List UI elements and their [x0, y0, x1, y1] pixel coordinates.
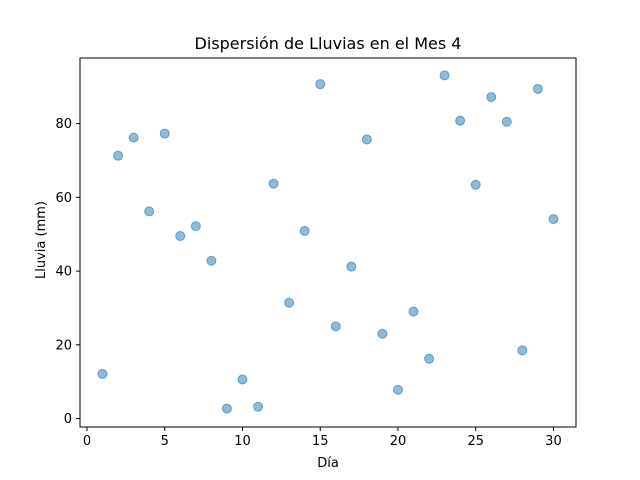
data-point-20	[392, 384, 403, 395]
data-point-9	[221, 403, 232, 414]
chart-title: Dispersión de Lluvias en el Mes 4	[195, 34, 462, 53]
data-point-6	[175, 231, 186, 242]
data-point-30	[548, 214, 559, 225]
data-point-14	[299, 225, 310, 236]
data-point-29	[532, 83, 543, 94]
data-point-8	[206, 255, 217, 266]
data-point-25	[470, 179, 481, 190]
y-axis: 0 20 40 60 80	[55, 117, 80, 427]
data-point-19	[377, 328, 388, 339]
data-point-2	[113, 150, 124, 161]
data-point-13	[284, 297, 295, 308]
y-tick-label: 20	[55, 338, 72, 353]
data-point-4	[144, 206, 155, 217]
data-points	[97, 70, 559, 414]
data-point-23	[439, 70, 450, 81]
data-point-11	[253, 401, 264, 412]
y-tick-label: 40	[55, 265, 72, 280]
data-point-5	[159, 128, 170, 139]
data-point-16	[330, 321, 341, 332]
data-point-3	[128, 132, 139, 143]
data-point-10	[237, 374, 248, 385]
data-point-22	[424, 353, 435, 364]
x-axis: 0 5 10 15 20 25 30	[83, 427, 562, 449]
x-tick-label: 0	[83, 434, 91, 449]
data-point-18	[361, 134, 372, 145]
data-point-17	[346, 261, 357, 272]
x-tick-label: 5	[161, 434, 169, 449]
data-point-28	[517, 345, 528, 356]
x-tick-label: 30	[545, 434, 562, 449]
x-tick-label: 25	[467, 434, 484, 449]
data-point-24	[455, 115, 466, 126]
x-tick-label: 15	[312, 434, 329, 449]
y-tick-label: 60	[55, 191, 72, 206]
data-point-27	[501, 116, 512, 127]
data-point-21	[408, 306, 419, 317]
data-point-7	[190, 221, 201, 232]
data-point-1	[97, 368, 108, 379]
x-tick-label: 20	[390, 434, 407, 449]
data-point-12	[268, 178, 279, 189]
x-tick-label: 10	[234, 434, 251, 449]
y-tick-label: 80	[55, 117, 72, 132]
y-axis-label: Lluvia (mm)	[34, 201, 49, 279]
plot-frame	[79, 57, 577, 428]
y-tick-label: 0	[64, 412, 72, 427]
x-axis-label: Día	[317, 456, 339, 471]
data-point-15	[315, 79, 326, 90]
data-point-26	[486, 92, 497, 103]
